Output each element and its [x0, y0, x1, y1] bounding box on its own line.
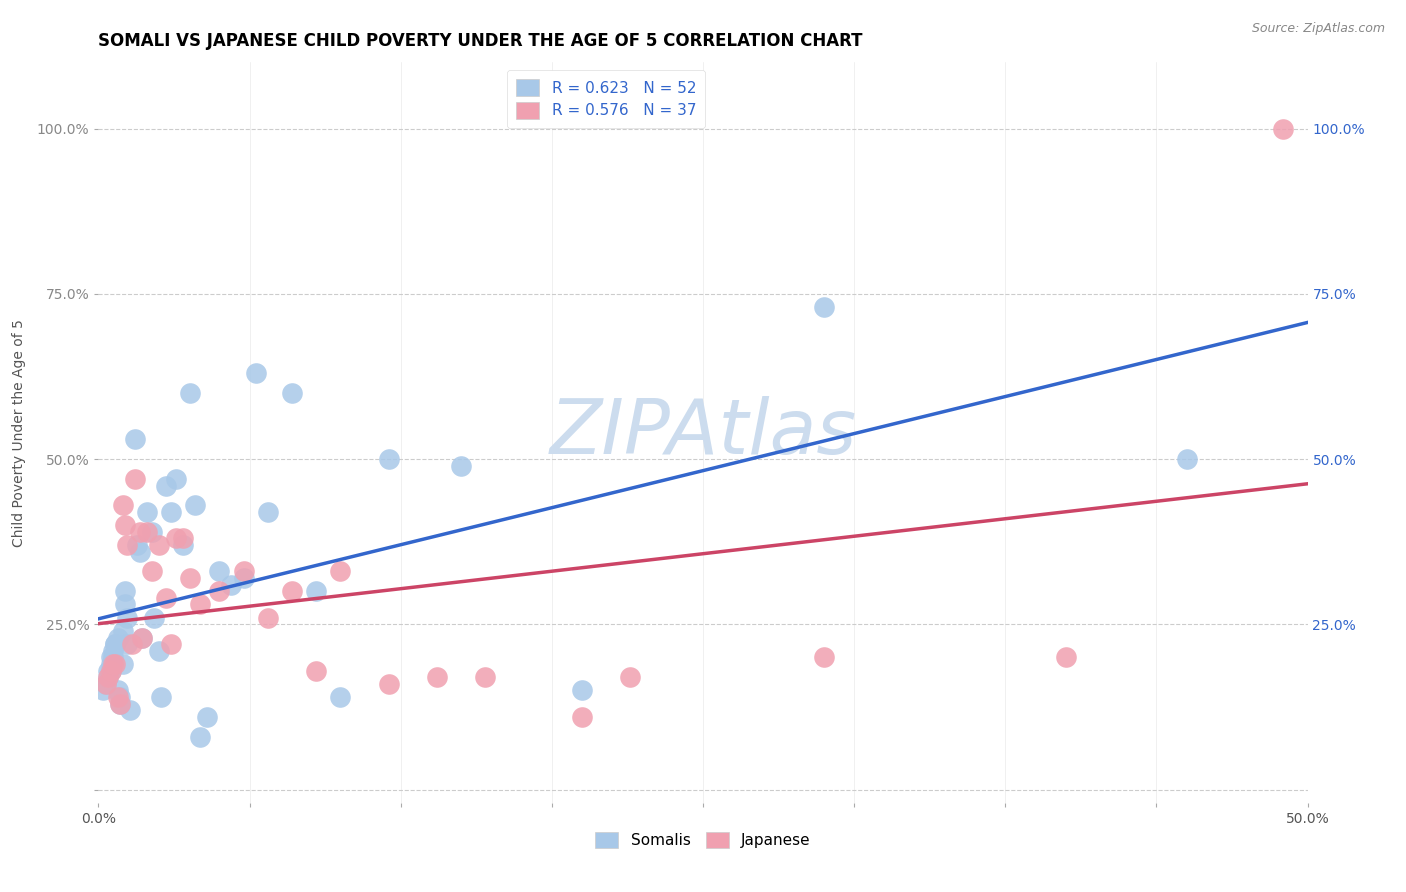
Point	[135, 505, 157, 519]
Point	[111, 657, 134, 671]
Point	[165, 472, 187, 486]
Point	[141, 524, 163, 539]
Point	[101, 650, 124, 665]
Point	[124, 472, 146, 486]
Point	[377, 452, 399, 467]
Point	[281, 386, 304, 401]
Point	[329, 690, 352, 704]
Point	[131, 631, 153, 645]
Point	[172, 538, 194, 552]
Point	[305, 664, 328, 678]
Point	[256, 505, 278, 519]
Point	[155, 591, 177, 605]
Point	[94, 677, 117, 691]
Point	[100, 664, 122, 678]
Point	[100, 664, 122, 678]
Point	[148, 644, 170, 658]
Point	[1175, 452, 1198, 467]
Point	[104, 637, 127, 651]
Point	[1054, 650, 1077, 665]
Point	[118, 703, 141, 717]
Point	[179, 571, 201, 585]
Point	[114, 598, 136, 612]
Point	[208, 584, 231, 599]
Point	[101, 657, 124, 671]
Point	[127, 538, 149, 552]
Point	[195, 710, 218, 724]
Point	[97, 670, 120, 684]
Point	[188, 598, 211, 612]
Point	[305, 584, 328, 599]
Point	[150, 690, 173, 704]
Point	[160, 637, 183, 651]
Point	[108, 690, 131, 704]
Text: SOMALI VS JAPANESE CHILD POVERTY UNDER THE AGE OF 5 CORRELATION CHART: SOMALI VS JAPANESE CHILD POVERTY UNDER T…	[98, 32, 863, 50]
Point	[107, 631, 129, 645]
Point	[101, 644, 124, 658]
Point	[172, 532, 194, 546]
Point	[108, 697, 131, 711]
Point	[114, 518, 136, 533]
Point	[155, 478, 177, 492]
Point	[571, 710, 593, 724]
Text: ZIPAtlas: ZIPAtlas	[550, 396, 856, 469]
Point	[107, 683, 129, 698]
Point	[91, 683, 114, 698]
Point	[111, 499, 134, 513]
Point	[117, 538, 139, 552]
Point	[377, 677, 399, 691]
Point	[94, 677, 117, 691]
Y-axis label: Child Poverty Under the Age of 5: Child Poverty Under the Age of 5	[11, 318, 25, 547]
Point	[111, 624, 134, 638]
Point	[107, 690, 129, 704]
Point	[121, 637, 143, 651]
Point	[232, 571, 254, 585]
Point	[100, 650, 122, 665]
Point	[124, 432, 146, 446]
Point	[184, 499, 207, 513]
Point	[281, 584, 304, 599]
Point	[100, 657, 122, 671]
Point	[208, 565, 231, 579]
Point	[143, 611, 166, 625]
Point	[141, 565, 163, 579]
Point	[232, 565, 254, 579]
Point	[97, 664, 120, 678]
Point	[104, 657, 127, 671]
Point	[426, 670, 449, 684]
Point	[179, 386, 201, 401]
Legend: Somalis, Japanese: Somalis, Japanese	[589, 825, 817, 855]
Point	[117, 637, 139, 651]
Point	[450, 458, 472, 473]
Point	[165, 532, 187, 546]
Point	[813, 650, 835, 665]
Point	[221, 577, 243, 591]
Point	[245, 366, 267, 380]
Point	[329, 565, 352, 579]
Point	[128, 524, 150, 539]
Point	[256, 611, 278, 625]
Point	[160, 505, 183, 519]
Point	[97, 670, 120, 684]
Point	[131, 631, 153, 645]
Point	[148, 538, 170, 552]
Point	[104, 637, 127, 651]
Point	[474, 670, 496, 684]
Point	[813, 300, 835, 314]
Text: Source: ZipAtlas.com: Source: ZipAtlas.com	[1251, 22, 1385, 36]
Point	[1272, 121, 1295, 136]
Point	[135, 524, 157, 539]
Point	[188, 730, 211, 744]
Point	[128, 544, 150, 558]
Point	[571, 683, 593, 698]
Point	[619, 670, 641, 684]
Point	[114, 584, 136, 599]
Point	[108, 697, 131, 711]
Point	[117, 611, 139, 625]
